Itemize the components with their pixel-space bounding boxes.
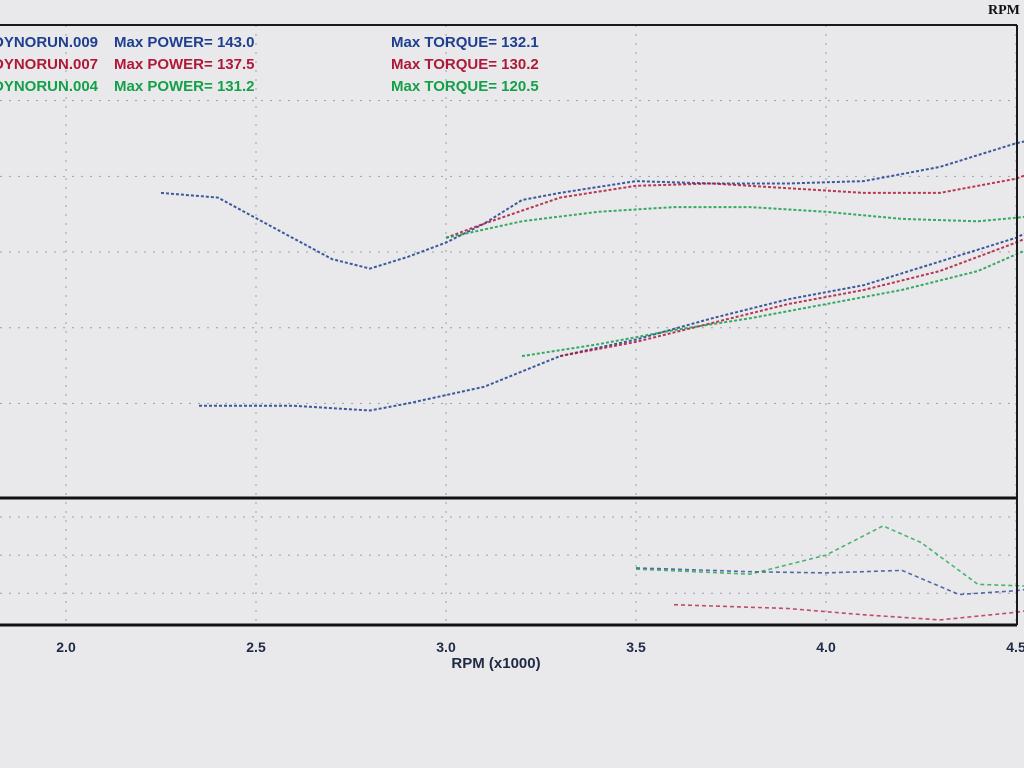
x-tick-label: 4.5 <box>1006 639 1024 655</box>
legend-max-power: Max POWER= 143.0 <box>114 34 254 51</box>
x-tick-label: 3.5 <box>626 639 646 655</box>
grid-lines <box>0 25 1017 625</box>
series-dynorun-007-power <box>559 238 1024 358</box>
x-axis-label: RPM (x1000) <box>451 655 540 672</box>
x-tick-label: 4.0 <box>816 639 836 655</box>
legend-max-power: Max POWER= 131.2 <box>114 78 254 95</box>
legend-max-torque: Max TORQUE= 130.2 <box>391 56 539 73</box>
x-tick-label: 2.5 <box>246 639 266 655</box>
legend-max-power: Max POWER= 137.5 <box>114 56 254 73</box>
series-dynorun-009-power <box>199 232 1024 412</box>
lower-panel-series <box>635 525 1024 621</box>
legend-run-name: DYNORUN.004 <box>0 78 99 95</box>
lower-series-dynorun-007 <box>673 603 1024 621</box>
x-tick-labels: 2.02.53.03.54.04.55.05.56.06.57.0 <box>56 639 1024 655</box>
legend-max-torque: Max TORQUE= 132.1 <box>391 34 539 51</box>
legend: DYNORUN.009 Max POWER= 143.0 Max TORQUE= 1… <box>0 34 539 95</box>
series-layer <box>160 140 1024 412</box>
lower-series-dynorun-004 <box>635 525 1024 587</box>
x-tick-label: 2.0 <box>56 639 76 655</box>
corner-rpm-label: RPM <box>988 3 1020 18</box>
plot-frame <box>0 24 1018 627</box>
legend-run-name: DYNORUN.007 <box>0 56 98 73</box>
series-dynorun-009-torque <box>160 140 1024 270</box>
lower-series-dynorun-009 <box>635 567 1024 596</box>
series-dynorun-004-torque <box>445 206 1024 239</box>
series-dynorun-007-torque <box>445 174 1024 239</box>
legend-max-torque: Max TORQUE= 120.5 <box>391 78 539 95</box>
legend-run-name: DYNORUN.009 <box>0 34 98 51</box>
x-tick-label: 3.0 <box>436 639 456 655</box>
